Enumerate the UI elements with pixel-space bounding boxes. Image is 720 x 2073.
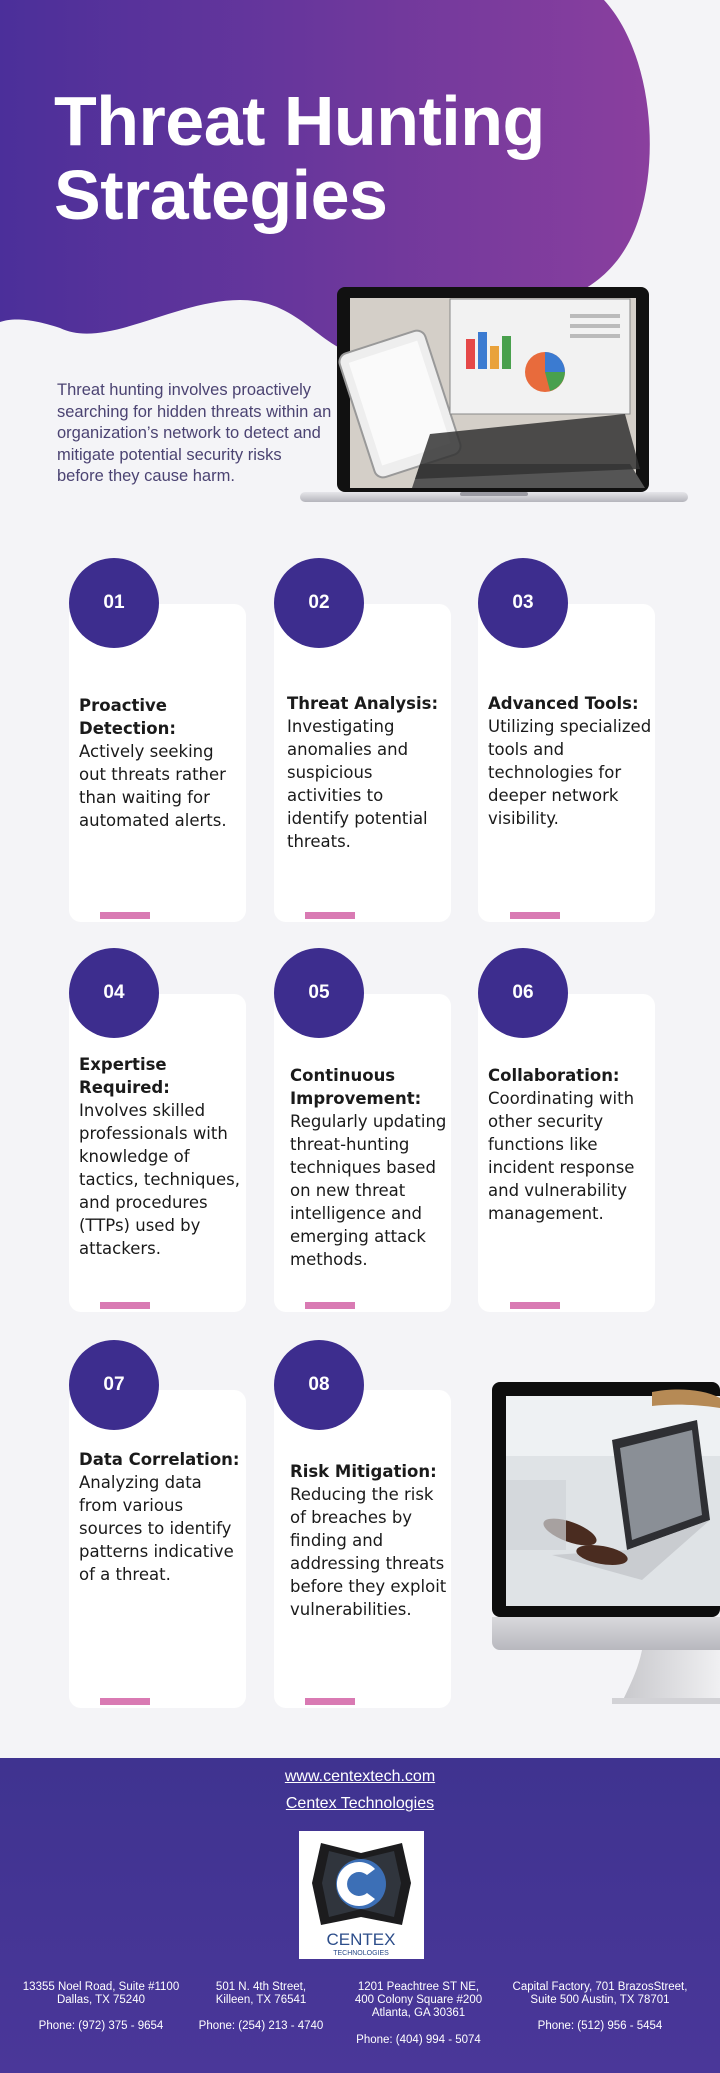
company-logo: CENTEX TECHNOLOGIES: [299, 1831, 424, 1959]
card-05-title: Continuous Improvement:: [290, 1066, 422, 1108]
card-08-body: Reducing the risk of breaches by finding…: [290, 1485, 447, 1619]
card-05: [274, 994, 451, 1312]
badge-06: 06: [478, 948, 568, 1038]
badge-05: 05: [274, 948, 364, 1038]
card-08: [274, 1390, 451, 1708]
office-3-address: 1201 Peachtree ST NE, 400 Colony Square …: [354, 1981, 483, 2019]
card-08-accent-bar: [305, 1698, 355, 1705]
card-08-title: Risk Mitigation:: [290, 1462, 437, 1481]
card-04-body: Involves skilled professionals with know…: [79, 1101, 240, 1258]
badge-02: 02: [274, 558, 364, 648]
logo-sub: TECHNOLOGIES: [333, 1950, 389, 1957]
card-03-accent-bar: [510, 912, 560, 919]
card-08-text: Risk Mitigation: Reducing the risk of br…: [290, 1460, 452, 1621]
card-04-text: Expertise Required: Involves skilled pro…: [79, 1053, 241, 1260]
office-4-address: Capital Factory, 701 BrazosStreet, Suite…: [512, 1981, 688, 2006]
office-4-phone: Phone: (512) 956 - 5454: [537, 2020, 663, 2032]
card-04-accent-bar: [100, 1302, 150, 1309]
card-03-title: Advanced Tools:: [488, 694, 639, 713]
website-link[interactable]: www.centextech.com: [284, 1768, 436, 1785]
card-07-text: Data Correlation: Analyzing data from va…: [79, 1448, 241, 1586]
office-3-phone: Phone: (404) 994 - 5074: [356, 2034, 481, 2046]
card-06-body: Coordinating with other security functio…: [488, 1089, 635, 1223]
card-03: [478, 604, 655, 922]
card-01-body: Actively seeking out threats rather than…: [79, 742, 227, 830]
monitor-photo: [492, 1382, 720, 1704]
card-04: [69, 994, 246, 1312]
card-01-accent-bar: [100, 912, 150, 919]
card-02-body: Investigating anomalies and suspicious a…: [287, 717, 428, 851]
laptop-photo: [300, 287, 688, 502]
office-2-phone: Phone: (254) 213 - 4740: [198, 2020, 324, 2032]
card-06-accent-bar: [510, 1302, 560, 1309]
page-title: Threat Hunting Strategies: [54, 84, 614, 232]
card-05-text: Continuous Improvement: Regularly updati…: [290, 1064, 452, 1271]
badge-07: 07: [69, 1340, 159, 1430]
card-02-accent-bar: [305, 912, 355, 919]
card-06-title: Collaboration:: [488, 1066, 620, 1085]
card-01-title: Proactive Detection:: [79, 696, 176, 738]
badge-04: 04: [69, 948, 159, 1038]
card-02-text: Threat Analysis: Investigating anomalies…: [287, 692, 449, 853]
badge-03: 03: [478, 558, 568, 648]
office-2-address: 501 N. 4th Street, Killeen, TX 76541: [215, 1981, 307, 2006]
title-line-1: Threat Hunting: [54, 82, 545, 160]
office-1-phone: Phone: (972) 375 - 9654: [38, 2020, 164, 2032]
intro-paragraph: Threat hunting involves proactively sear…: [57, 381, 332, 485]
card-06: [478, 994, 655, 1312]
card-07-title: Data Correlation:: [79, 1450, 240, 1469]
card-07-accent-bar: [100, 1698, 150, 1705]
card-07: [69, 1390, 246, 1708]
card-04-title: Expertise Required:: [79, 1055, 170, 1097]
card-01: [69, 604, 246, 922]
title-line-2: Strategies: [54, 156, 388, 234]
centex-logo-icon: CENTEX TECHNOLOGIES: [312, 1843, 411, 1957]
card-03-text: Advanced Tools: Utilizing specialized to…: [488, 692, 658, 830]
logo-name: CENTEX: [327, 1930, 396, 1949]
card-02: [274, 604, 451, 922]
hero-background: [0, 0, 650, 359]
card-02-title: Threat Analysis:: [287, 694, 439, 713]
badge-08: 08: [274, 1340, 364, 1430]
card-01-text: Proactive Detection: Actively seeking ou…: [79, 694, 241, 832]
card-06-text: Collaboration: Coordinating with other s…: [488, 1064, 658, 1225]
card-05-accent-bar: [305, 1302, 355, 1309]
company-link[interactable]: Centex Technologies: [285, 1795, 435, 1812]
card-03-body: Utilizing specialized tools and technolo…: [488, 717, 652, 828]
office-1-address: 13355 Noel Road, Suite #1100 Dallas, TX …: [22, 1981, 180, 2006]
card-07-body: Analyzing data from various sources to i…: [79, 1473, 234, 1584]
card-05-body: Regularly updating threat-hunting techni…: [290, 1112, 447, 1269]
badge-01: 01: [69, 558, 159, 648]
